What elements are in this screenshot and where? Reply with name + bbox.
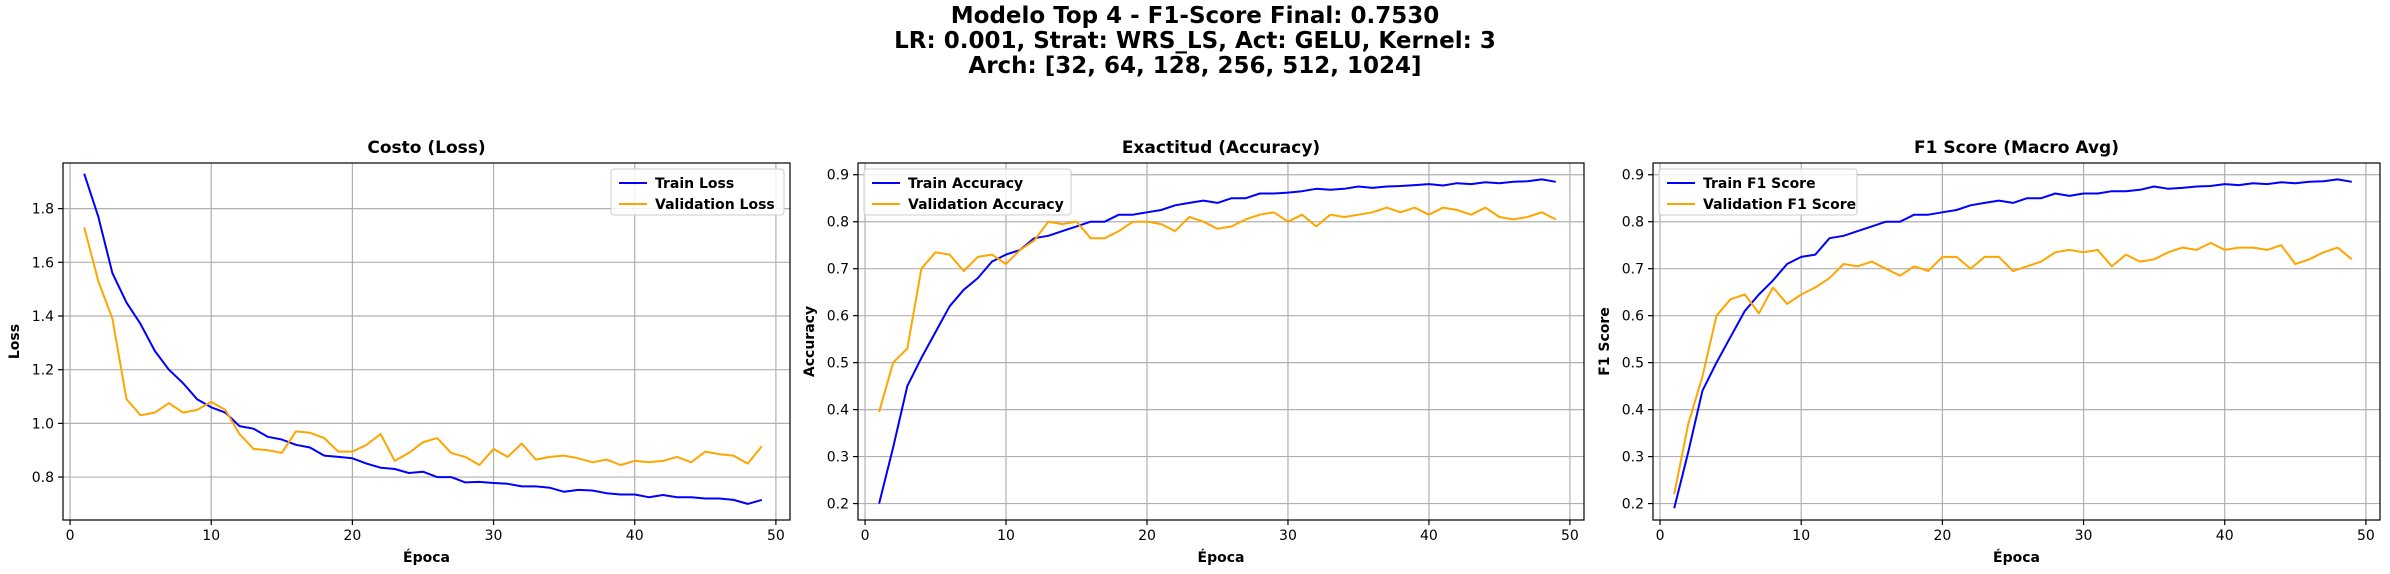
x-axis-label: Época bbox=[403, 549, 450, 566]
series-line-validation bbox=[1673, 241, 2353, 495]
series-line-train bbox=[878, 178, 1556, 504]
x-tick-label: 0 bbox=[66, 528, 75, 544]
y-tick-label: 0.8 bbox=[32, 470, 54, 486]
y-tick-label: 1.0 bbox=[32, 416, 54, 432]
subplot-3: 0 10 20 30 40 50 0.2 0.3 0.4 0.5 0.6 0.7 0.8 0.9 F1 Sc… bbox=[1597, 138, 2381, 566]
series-line-validation bbox=[878, 206, 1557, 413]
legend-label-validation: Validation F1 Score bbox=[1703, 197, 1856, 213]
legend-label-validation: Validation Loss bbox=[655, 197, 775, 213]
legend: Train Loss Validation Loss bbox=[610, 168, 785, 216]
series-line-train bbox=[83, 173, 763, 505]
y-axis-label: F1 Score bbox=[1597, 307, 1613, 376]
y-tick-label: 0.4 bbox=[827, 403, 849, 419]
legend-box bbox=[610, 168, 785, 216]
x-tick-label: 20 bbox=[1138, 528, 1156, 544]
y-tick-label: 1.2 bbox=[32, 363, 54, 379]
subplot-title: Exactitud (Accuracy) bbox=[1122, 138, 1320, 158]
x-tick-label: 40 bbox=[2216, 528, 2234, 544]
x-tick-label: 30 bbox=[485, 528, 503, 544]
x-tick-label: 40 bbox=[1420, 528, 1438, 544]
x-axis-label: Época bbox=[1993, 549, 2040, 566]
x-tick-label: 0 bbox=[861, 528, 870, 544]
subplot-2: 0 10 20 30 40 50 0.2 0.3 0.4 0.5 0.6 0.7 0.8 0.9 Exact… bbox=[802, 138, 1585, 566]
y-tick-label: 0.6 bbox=[827, 309, 849, 325]
series-line-validation bbox=[83, 227, 763, 466]
suptitle-line-3: Arch: [32, 64, 128, 256, 512, 1024] bbox=[968, 53, 1422, 79]
series-line-train bbox=[1673, 178, 2352, 509]
y-tick-label: 0.2 bbox=[827, 497, 849, 513]
axes-frame bbox=[857, 162, 1585, 521]
subplot-title: Costo (Loss) bbox=[367, 138, 485, 158]
y-tick-label: 0.4 bbox=[1622, 403, 1644, 419]
y-tick-label: 0.5 bbox=[827, 356, 849, 372]
y-tick-label: 0.7 bbox=[827, 262, 849, 278]
x-tick-label: 50 bbox=[2357, 528, 2375, 544]
legend-box bbox=[1658, 168, 1858, 216]
y-tick-label: 0.5 bbox=[1622, 356, 1644, 372]
x-tick-label: 10 bbox=[1792, 528, 1810, 544]
x-tick-label: 40 bbox=[626, 528, 644, 544]
y-tick-label: 0.8 bbox=[1622, 215, 1644, 231]
y-tick-label: 0.7 bbox=[1622, 262, 1644, 278]
legend: Train F1 Score Validation F1 Score bbox=[1658, 168, 1858, 216]
y-tick-label: 1.6 bbox=[32, 255, 54, 271]
legend-box bbox=[863, 168, 1072, 216]
y-axis-label: Accuracy bbox=[802, 306, 818, 377]
legend-label-validation: Validation Accuracy bbox=[908, 197, 1064, 213]
legend-label-train: Train F1 Score bbox=[1703, 176, 1816, 192]
x-axis-label: Época bbox=[1198, 549, 1245, 566]
legend-label-train: Train Accuracy bbox=[908, 176, 1023, 192]
axes-frame bbox=[62, 162, 791, 521]
y-tick-label: 0.9 bbox=[1622, 168, 1644, 184]
y-tick-label: 1.4 bbox=[32, 309, 54, 325]
x-tick-label: 50 bbox=[767, 528, 785, 544]
y-tick-label: 0.6 bbox=[1622, 309, 1644, 325]
legend: Train Accuracy Validation Accuracy bbox=[863, 168, 1072, 216]
y-tick-label: 0.2 bbox=[1622, 497, 1644, 513]
y-tick-label: 0.9 bbox=[827, 168, 849, 184]
y-tick-label: 0.8 bbox=[827, 215, 849, 231]
suptitle-line-2: LR: 0.001, Strat: WRS_LS, Act: GELU, Ker… bbox=[894, 28, 1496, 54]
subplot-title: F1 Score (Macro Avg) bbox=[1914, 138, 2119, 158]
axes-frame bbox=[1652, 162, 2381, 521]
x-tick-label: 10 bbox=[997, 528, 1015, 544]
y-tick-label: 1.8 bbox=[32, 202, 54, 218]
x-tick-label: 20 bbox=[1933, 528, 1951, 544]
legend-label-train: Train Loss bbox=[655, 176, 734, 192]
x-tick-label: 0 bbox=[1656, 528, 1665, 544]
y-tick-label: 0.3 bbox=[1622, 450, 1644, 466]
suptitle-line-1: Modelo Top 4 - F1-Score Final: 0.7530 bbox=[950, 3, 1440, 29]
x-tick-label: 20 bbox=[343, 528, 361, 544]
y-axis-label: Loss bbox=[7, 324, 23, 359]
y-tick-label: 0.3 bbox=[827, 450, 849, 466]
x-tick-label: 30 bbox=[1279, 528, 1297, 544]
figure-suptitle: Modelo Top 4 - F1-Score Final: 0.7530 LR… bbox=[0, 4, 2390, 79]
subplot-1: 0 10 20 30 40 50 0.8 1.0 1.2 1.4 1.6 1.8 Costo (Loss… bbox=[7, 138, 791, 566]
x-tick-label: 10 bbox=[202, 528, 220, 544]
x-tick-label: 50 bbox=[1561, 528, 1579, 544]
x-tick-label: 30 bbox=[2075, 528, 2093, 544]
